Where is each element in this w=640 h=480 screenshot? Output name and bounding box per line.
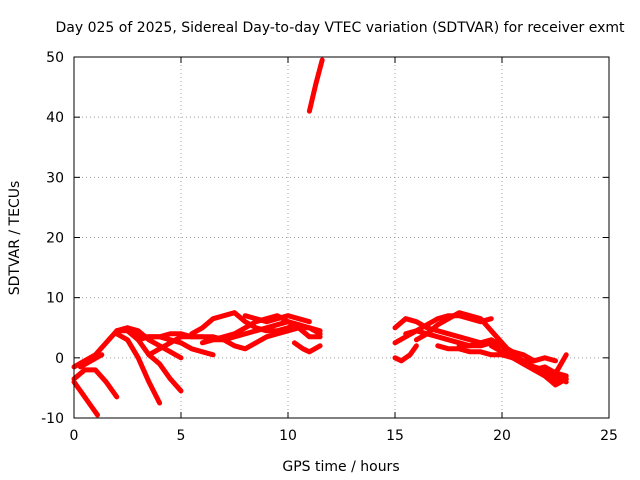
series-line (392, 316, 484, 346)
series-line (392, 343, 419, 364)
series-line (548, 352, 569, 379)
x-tick-label: 15 (386, 428, 404, 444)
series-line (114, 331, 163, 406)
y-tick-label: 30 (46, 170, 64, 186)
series-line (71, 367, 120, 400)
x-tick-label: 25 (600, 428, 618, 444)
chart-title: Day 025 of 2025, Sidereal Day-to-day VTE… (56, 20, 626, 36)
y-axis-label: SDTVAR / TECUs (7, 181, 23, 296)
series-group (71, 57, 569, 418)
series-line (71, 379, 100, 418)
y-tick-label: 50 (46, 50, 64, 66)
x-tick-label: 5 (177, 428, 186, 444)
y-tick-label: 0 (55, 351, 64, 367)
y-tick-label: 10 (46, 291, 64, 307)
x-tick-label: 0 (70, 428, 79, 444)
series-line (114, 325, 184, 361)
axis-ticks: 0 5 10 15 20 25 -10 0 10 20 30 40 50 (41, 50, 618, 444)
series-line (488, 343, 569, 388)
y-tick-label: 20 (46, 231, 64, 247)
series-line (306, 57, 325, 114)
y-tick-label: -10 (41, 411, 64, 427)
x-tick-label: 10 (279, 428, 297, 444)
series-line (77, 352, 105, 370)
series-line (291, 340, 323, 355)
series-line (189, 310, 323, 337)
series-line (531, 364, 569, 379)
x-axis-label: GPS time / hours (282, 459, 399, 475)
series-line (242, 313, 312, 325)
series-line (146, 325, 323, 358)
series-line (435, 343, 558, 364)
x-tick-label: 20 (493, 428, 511, 444)
y-tick-label: 40 (46, 110, 64, 126)
